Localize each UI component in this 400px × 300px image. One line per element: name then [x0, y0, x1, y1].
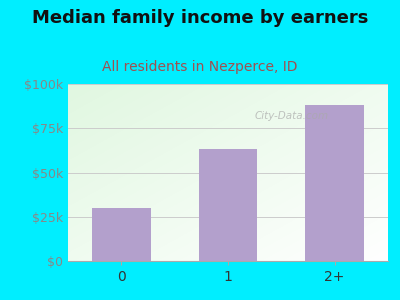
Text: City-Data.com: City-Data.com: [255, 111, 329, 121]
Bar: [199, 149, 257, 261]
Text: All residents in Nezperce, ID: All residents in Nezperce, ID: [102, 60, 298, 74]
Text: Median family income by earners: Median family income by earners: [32, 9, 368, 27]
Bar: [92, 208, 151, 261]
Bar: [305, 105, 364, 261]
